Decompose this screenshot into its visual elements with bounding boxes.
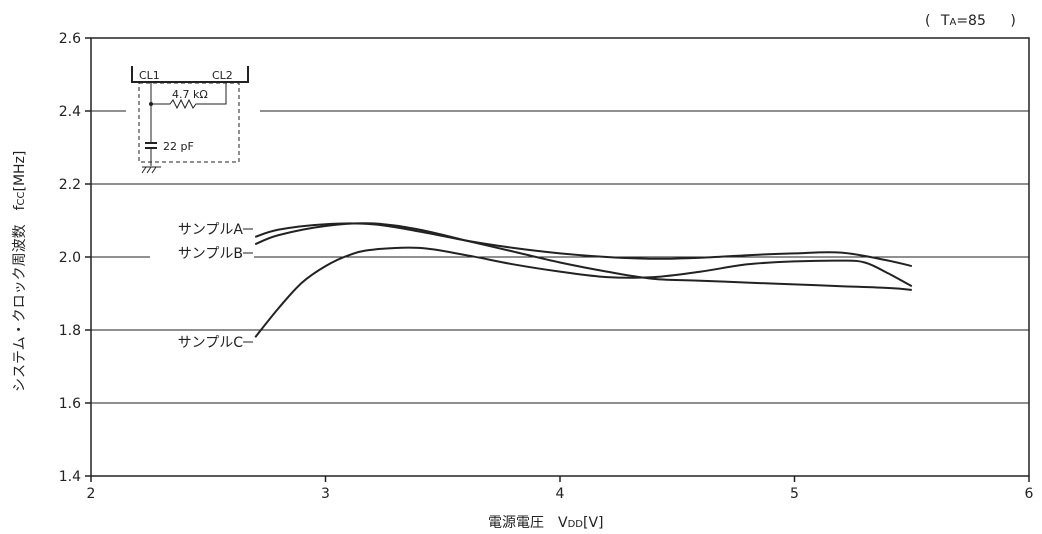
inset-pin-right: CL2 [212, 69, 233, 82]
y-tick-label-2.0: 2.0 [59, 250, 81, 266]
series-label-bg-c [150, 334, 254, 352]
series-line-a [254, 222, 913, 268]
y-tick-label-1.4: 1.4 [59, 469, 81, 485]
x-tick-label-6: 6 [1025, 486, 1034, 502]
y-tick-label-1.8: 1.8 [59, 323, 81, 339]
y-axis-label: システム・クロック周波数 fCC[MHz] [12, 151, 28, 392]
ground-icon [141, 166, 161, 174]
inset-resistor-label: 4.7 kΩ [172, 88, 208, 101]
series-label-c: サンプルC [178, 335, 244, 351]
x-tick-label-2: 2 [87, 486, 96, 502]
series-label-b: サンプルB [178, 246, 243, 262]
x-axis-label: 電源電圧 VDD[V] [488, 515, 604, 531]
inset-pin-left: CL1 [139, 69, 160, 82]
inset-dashed-box [138, 82, 240, 163]
series-label-a: サンプルA [178, 222, 244, 238]
y-tick-label-2.6: 2.6 [59, 31, 81, 47]
y-tick-label-2.2: 2.2 [59, 177, 81, 193]
inset-resistor [151, 83, 227, 110]
axis-ticks: 1.4 1.6 1.8 2.0 2.2 2.4 2.6 2 3 4 5 6 [59, 31, 1034, 502]
x-tick-label-5: 5 [790, 486, 799, 502]
series-lines [254, 222, 913, 338]
condition-label: ( TA=85 ) [925, 13, 1016, 29]
inset-capacitor-label: 22 pF [163, 140, 194, 153]
y-tick-label-1.6: 1.6 [59, 396, 81, 412]
series-line-c [254, 246, 913, 338]
series-line-b [254, 222, 912, 291]
series-label-bg-b [150, 245, 254, 263]
x-tick-label-3: 3 [321, 486, 330, 502]
y-tick-label-2.4: 2.4 [59, 104, 81, 120]
x-tick-label-4: 4 [556, 486, 565, 502]
series-label-bg-a [150, 221, 254, 239]
inset-circuit: CL1 CL2 4.7 kΩ 22 pF [126, 60, 260, 182]
inset-pin-bar [131, 66, 249, 83]
series-labels: サンプルA サンプルB サンプルC [150, 221, 254, 352]
